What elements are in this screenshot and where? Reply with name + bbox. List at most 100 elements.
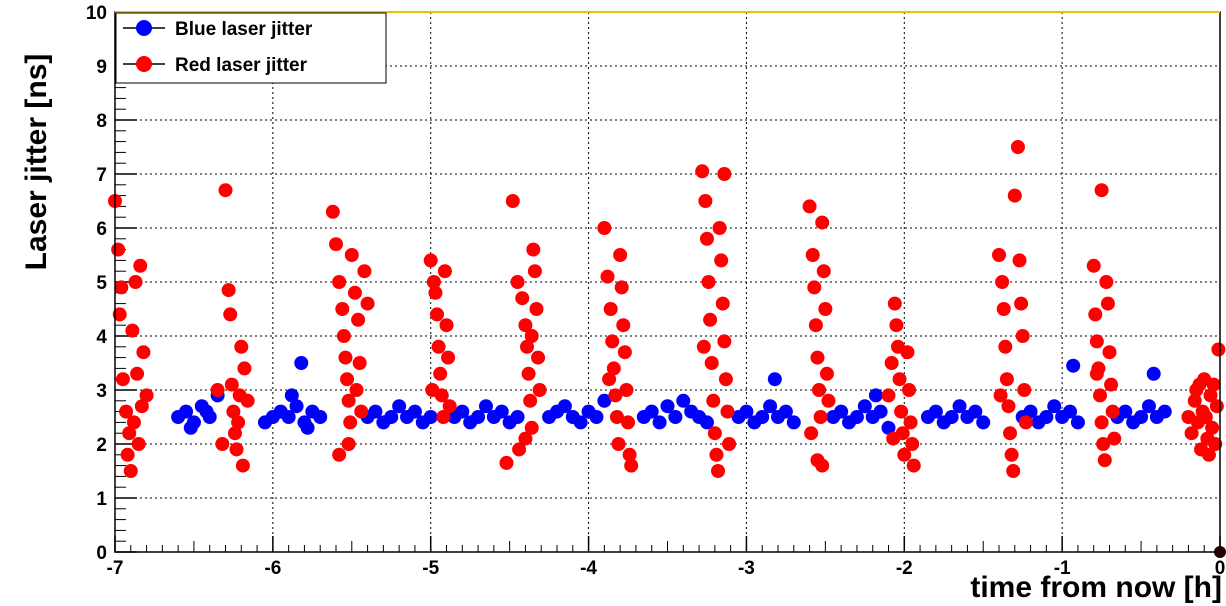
data-point xyxy=(1004,447,1019,462)
series-red xyxy=(108,140,1226,478)
data-point xyxy=(114,280,129,295)
legend-marker xyxy=(136,20,152,36)
data-point xyxy=(808,318,823,333)
data-point xyxy=(614,280,629,295)
data-point xyxy=(284,388,299,403)
data-point xyxy=(123,464,138,478)
data-point xyxy=(996,302,1011,316)
data-point xyxy=(130,366,145,381)
data-point xyxy=(717,334,732,349)
data-point xyxy=(887,296,902,311)
data-point xyxy=(968,404,983,419)
data-point xyxy=(232,388,247,403)
data-points xyxy=(108,140,1226,558)
data-point xyxy=(652,415,667,430)
data-point xyxy=(993,388,1008,403)
data-point xyxy=(125,323,140,338)
data-point xyxy=(668,410,683,424)
data-point xyxy=(999,372,1014,387)
data-point xyxy=(518,318,533,333)
data-point xyxy=(609,410,624,424)
data-point xyxy=(360,296,375,311)
data-point xyxy=(695,164,710,179)
data-point xyxy=(139,388,154,403)
data-point xyxy=(131,437,146,451)
data-point xyxy=(340,372,355,387)
series-blue xyxy=(171,356,1172,435)
data-point xyxy=(900,345,915,360)
data-point xyxy=(515,291,530,306)
data-point xyxy=(426,275,441,289)
data-point xyxy=(1014,296,1029,311)
data-point xyxy=(709,447,724,462)
data-point xyxy=(1088,307,1103,322)
data-point xyxy=(407,404,422,419)
data-point xyxy=(335,302,350,316)
data-point xyxy=(1023,404,1038,419)
data-point xyxy=(526,242,541,257)
data-point xyxy=(471,410,486,424)
data-point xyxy=(818,302,833,316)
data-point xyxy=(807,280,822,295)
data-point xyxy=(1107,431,1122,446)
data-point xyxy=(699,415,714,430)
data-point xyxy=(221,283,236,298)
data-point xyxy=(1198,410,1213,424)
x-tick-label: -3 xyxy=(738,558,755,579)
data-point xyxy=(510,410,525,424)
data-point xyxy=(215,437,230,451)
data-point xyxy=(889,318,904,333)
data-point xyxy=(884,356,899,370)
data-point xyxy=(557,399,572,414)
data-point xyxy=(1134,410,1149,424)
data-point xyxy=(600,269,615,284)
data-point xyxy=(352,356,367,370)
data-point xyxy=(235,458,250,473)
data-point xyxy=(707,426,722,441)
legend-box xyxy=(115,12,387,84)
data-point xyxy=(354,404,369,419)
data-point xyxy=(281,410,296,424)
data-point xyxy=(351,312,366,327)
data-point xyxy=(343,415,358,430)
data-point xyxy=(341,437,356,451)
data-point xyxy=(442,399,457,414)
data-point xyxy=(992,248,1006,262)
data-point xyxy=(714,253,729,268)
data-point xyxy=(294,356,309,370)
data-point xyxy=(676,393,691,408)
data-point xyxy=(441,350,456,365)
data-point xyxy=(455,404,470,419)
data-point xyxy=(589,410,604,424)
data-point xyxy=(439,318,454,333)
data-point xyxy=(336,329,351,343)
data-point xyxy=(1089,366,1104,381)
data-point xyxy=(512,442,527,457)
data-point xyxy=(428,285,443,300)
data-point xyxy=(368,404,383,419)
data-point xyxy=(778,404,793,419)
data-point xyxy=(1070,415,1085,430)
data-point xyxy=(300,420,315,435)
data-point xyxy=(696,339,711,354)
data-point xyxy=(606,361,621,376)
data-point xyxy=(976,415,991,430)
data-point xyxy=(905,437,920,451)
data-point xyxy=(529,302,544,316)
data-point xyxy=(928,404,943,419)
data-point xyxy=(423,410,438,424)
data-point xyxy=(616,318,631,333)
x-tick-label: -1 xyxy=(1054,558,1071,579)
data-point xyxy=(1141,399,1156,414)
data-point xyxy=(1010,140,1025,154)
data-point xyxy=(1066,358,1081,373)
data-point xyxy=(126,415,141,430)
legend-marker xyxy=(136,56,152,72)
data-point xyxy=(1187,393,1202,408)
data-point xyxy=(223,307,238,322)
y-tick-label: 2 xyxy=(96,435,107,456)
data-point xyxy=(494,404,509,419)
y-tick-label: 0 xyxy=(96,543,107,564)
data-point xyxy=(621,415,636,430)
data-point xyxy=(619,383,634,397)
